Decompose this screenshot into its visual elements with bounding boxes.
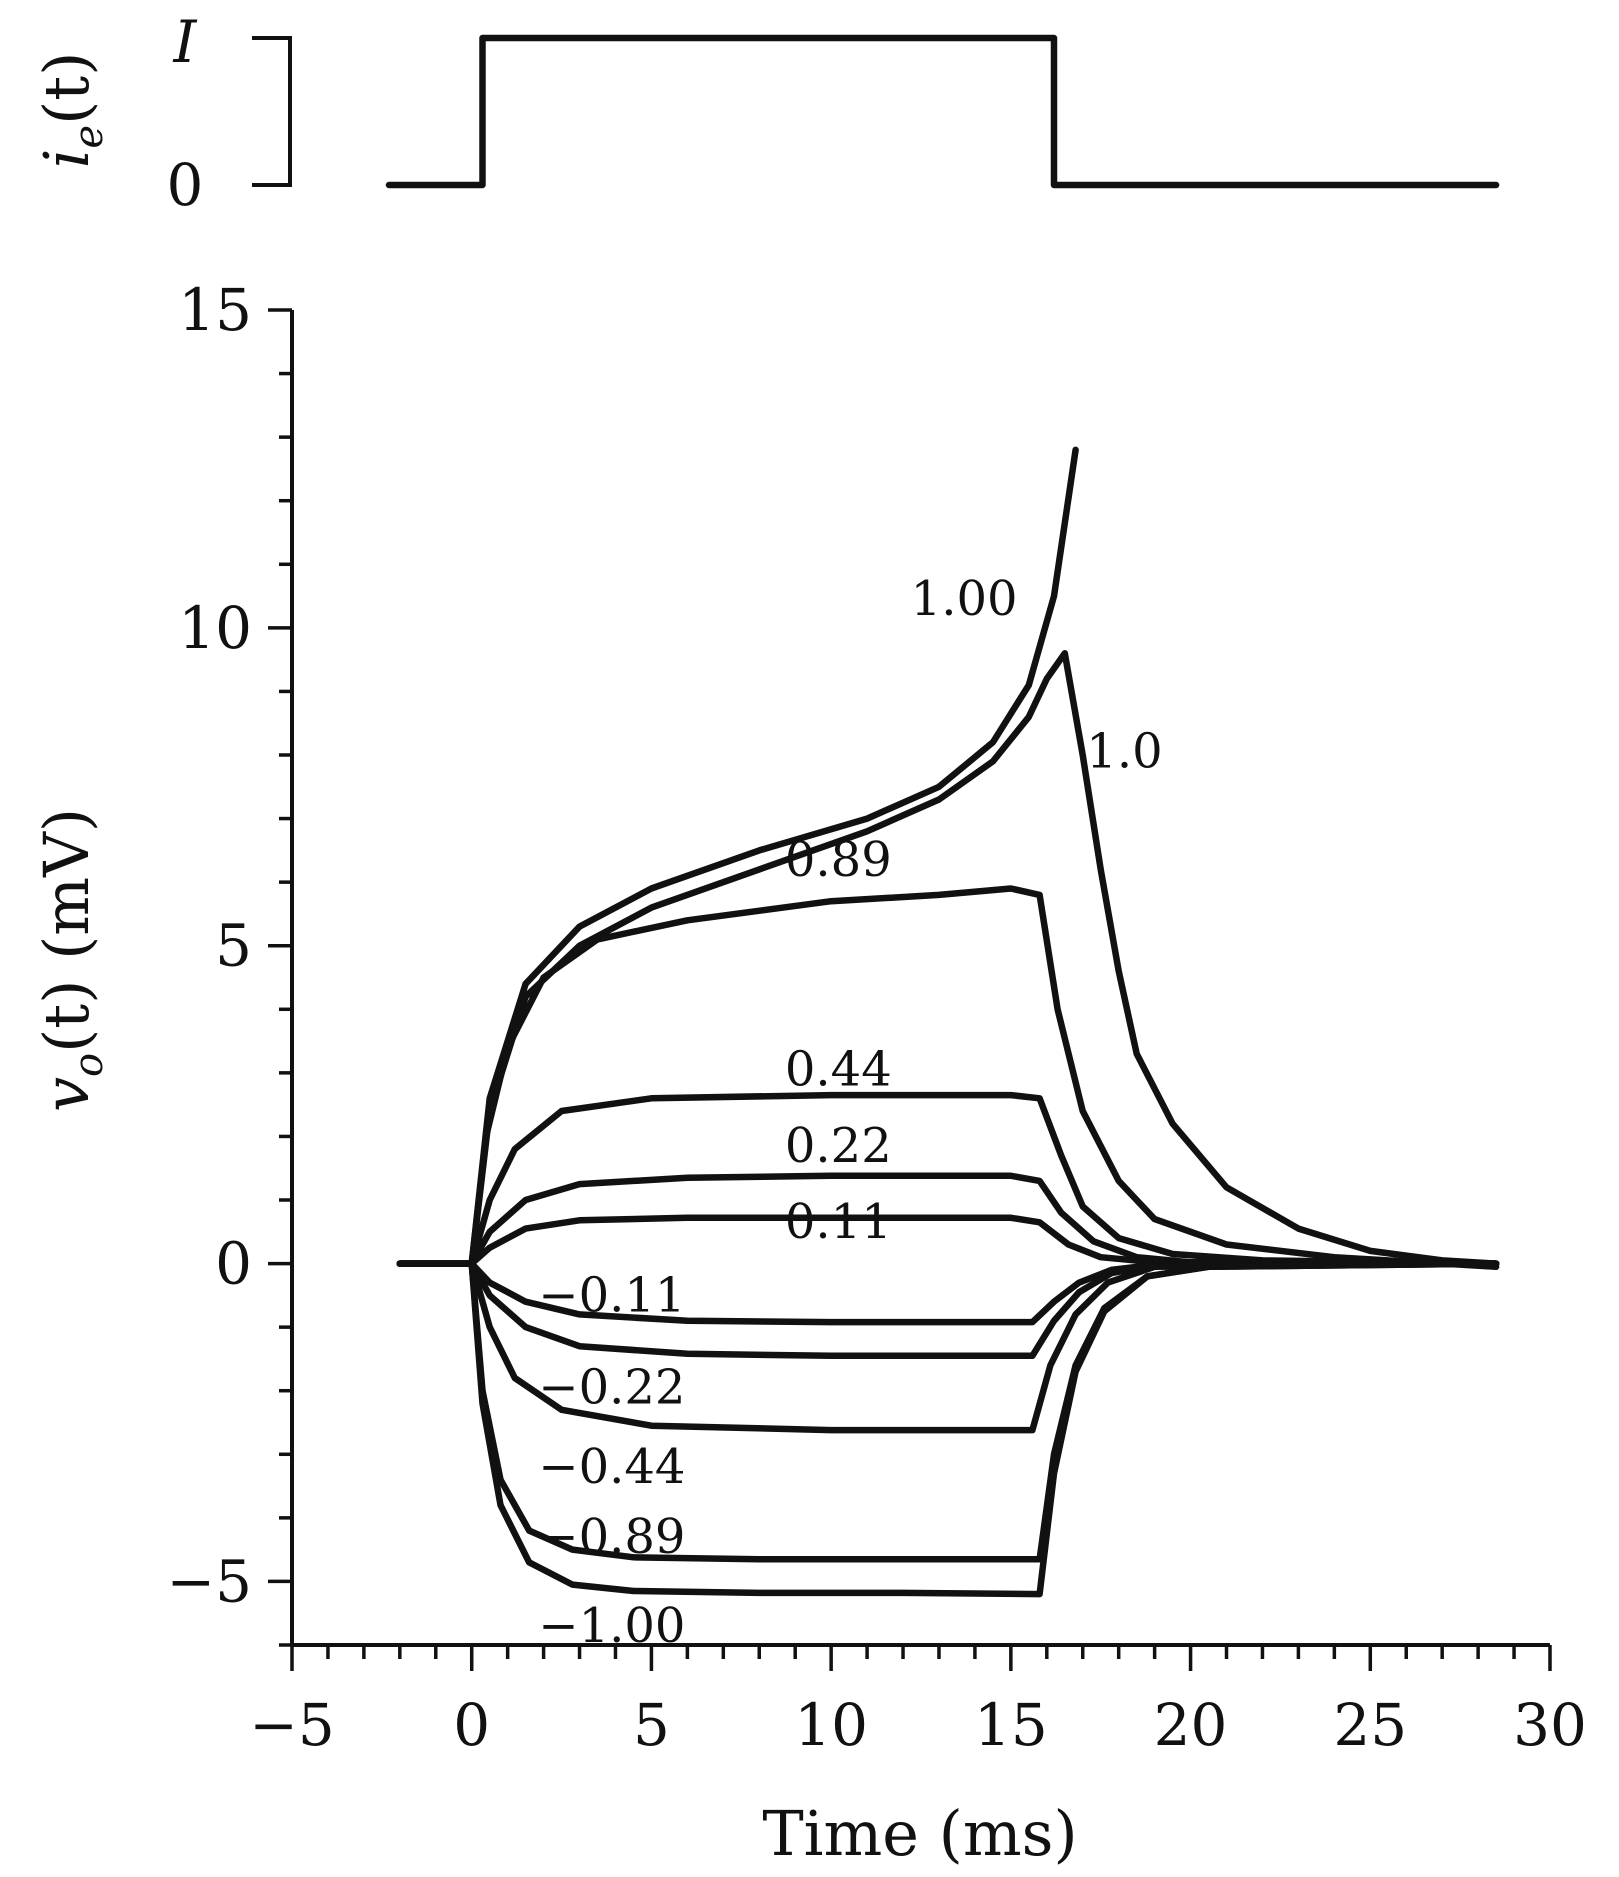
x-tick-label: 25 <box>1333 1691 1407 1759</box>
voltage-y-axis-title: vo(t) (mV) <box>30 808 112 1112</box>
curve-label: −0.11 <box>538 1267 685 1323</box>
stimulus-y-axis <box>252 36 292 187</box>
x-axis-ticks: −5 0 5 10 15 20 25 30 <box>249 1645 1587 1759</box>
stimulus-tick-label-I: I <box>173 8 198 76</box>
curve-label: 0.11 <box>785 1194 892 1250</box>
x-tick-label: 15 <box>974 1691 1048 1759</box>
trace-7 <box>396 1260 1500 1360</box>
x-tick-label: 30 <box>1513 1691 1587 1759</box>
curve-label: −0.22 <box>538 1359 685 1415</box>
x-tick-label: 5 <box>633 1691 670 1759</box>
stimulus-panel: ie(t) I 0 <box>30 8 1500 219</box>
y-tick-label: 10 <box>178 594 252 662</box>
curve-label: −1.00 <box>538 1598 685 1654</box>
trace-3 <box>396 1091 1500 1267</box>
x-tick-label: 0 <box>453 1691 490 1759</box>
trace-0 <box>396 446 1079 1267</box>
stimulus-tick-label-0: 0 <box>167 151 204 219</box>
curve-label: 1.00 <box>911 571 1018 627</box>
y-tick-label: 5 <box>215 912 252 980</box>
x-tick-label: 10 <box>794 1691 868 1759</box>
y-axis-ticks: −5 0 5 10 15 <box>167 276 292 1647</box>
curve-label: 0.22 <box>785 1118 892 1174</box>
y-tick-label: 15 <box>178 276 252 344</box>
trace-2 <box>396 885 1500 1271</box>
trace-1 <box>396 650 1500 1267</box>
x-tick-label: −5 <box>249 1691 335 1759</box>
x-tick-label: 20 <box>1154 1691 1228 1759</box>
curve-label: 1.0 <box>1086 724 1162 780</box>
curve-label: 0.89 <box>785 832 892 888</box>
curve-labels: 1.00 1.0 0.89 0.44 0.22 0.11 −0.11 −0.22 −0.44 −0… <box>538 571 1162 1654</box>
y-tick-label: −5 <box>167 1547 253 1615</box>
y-tick-label: 0 <box>215 1230 252 1298</box>
voltage-traces <box>396 446 1500 1598</box>
trace-8 <box>396 1260 1500 1434</box>
trace-5 <box>396 1214 1500 1267</box>
stimulus-trace <box>385 34 1500 189</box>
trace-4 <box>396 1172 1500 1267</box>
curve-label: 0.44 <box>785 1042 892 1098</box>
stimulus-y-axis-title: ie(t) <box>30 52 112 169</box>
curve-label: −0.44 <box>538 1439 685 1495</box>
curve-label: −0.89 <box>538 1509 685 1565</box>
x-axis-title: Time (ms) <box>762 1797 1077 1870</box>
trace-10 <box>396 1260 1500 1598</box>
